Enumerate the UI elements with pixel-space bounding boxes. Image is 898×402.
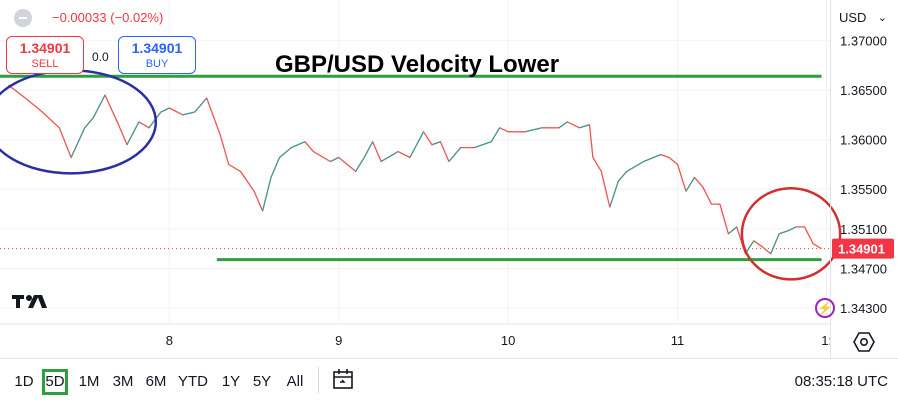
- y-tick-label: 1.36000: [840, 133, 887, 148]
- price-change: −0.00033 (−0.02%): [52, 10, 164, 25]
- series-point: [84, 117, 94, 129]
- x-tick-label: 10: [501, 333, 515, 348]
- series-point: [728, 226, 738, 235]
- series-point: [558, 121, 568, 129]
- range-button-all[interactable]: All: [286, 373, 304, 390]
- range-button-5y[interactable]: 5Y: [252, 373, 272, 390]
- spread-value: 0.0: [92, 50, 109, 64]
- series-point: [355, 157, 365, 172]
- series-point: [779, 230, 788, 235]
- series-point: [160, 107, 170, 113]
- tradingview-logo-icon: [12, 292, 48, 315]
- series-point: [92, 94, 106, 119]
- y-tick-label: 1.34700: [840, 262, 887, 277]
- buy-label: BUY: [145, 58, 169, 70]
- toolbar-divider: [318, 367, 319, 393]
- series-point: [194, 97, 208, 113]
- last-price-tag: [832, 238, 894, 259]
- x-tick-label: 8: [166, 333, 173, 348]
- series-point: [126, 121, 140, 145]
- last-price-label: 1.34901: [838, 242, 885, 257]
- y-tick-label: 1.34300: [840, 301, 887, 316]
- range-button-5d[interactable]: 5D: [42, 369, 68, 395]
- series-point: [643, 154, 661, 163]
- series-point: [490, 127, 501, 142]
- series-point: [524, 127, 543, 133]
- series-point: [626, 161, 644, 172]
- buy-price: 1.34901: [131, 40, 183, 56]
- series-point: [380, 151, 399, 162]
- y-tick-label: 1.35100: [840, 222, 887, 237]
- range-button-1m[interactable]: 1M: [78, 373, 100, 390]
- series-point: [770, 233, 780, 254]
- series-point: [609, 181, 619, 208]
- chart-title: GBP/USD Velocity Lower: [275, 51, 560, 78]
- series-point: [579, 124, 590, 129]
- gear-icon[interactable]: [852, 331, 878, 353]
- highlight-ellipse: [740, 187, 842, 281]
- range-button-1d[interactable]: 1D: [14, 373, 34, 390]
- series-point: [685, 177, 695, 192]
- range-button-3m[interactable]: 3M: [112, 373, 134, 390]
- sell-price: 1.34901: [19, 40, 71, 56]
- highlight-ellipse: [0, 69, 158, 175]
- series-point: [270, 157, 280, 178]
- sell-button[interactable]: 1.34901 SELL: [6, 36, 84, 74]
- range-button-6m[interactable]: 6M: [145, 373, 167, 390]
- series-point: [363, 141, 374, 158]
- bottom-toolbar: 1D 5D 1M 3M 6M YTD 1Y 5Y All 08:35:18 UTC: [0, 358, 898, 402]
- price-axis[interactable]: [830, 0, 898, 358]
- series-point: [617, 171, 628, 182]
- range-button-ytd[interactable]: YTD: [178, 373, 208, 390]
- utc-clock[interactable]: 08:35:18 UTC: [794, 373, 888, 390]
- series-point: [787, 226, 797, 232]
- series-point: [474, 141, 492, 149]
- series-point: [70, 127, 86, 158]
- chevron-down-icon: ⌄: [877, 12, 887, 24]
- x-tick-label: 1:: [821, 333, 832, 348]
- series-point: [279, 147, 292, 158]
- currency-select[interactable]: USD ⌄: [835, 6, 893, 30]
- collapse-icon[interactable]: [14, 9, 32, 27]
- sell-label: SELL: [31, 58, 59, 70]
- buy-button[interactable]: 1.34901 BUY: [118, 36, 196, 74]
- series-point: [262, 177, 272, 212]
- lightning-icon[interactable]: ⚡: [815, 298, 835, 318]
- series-point: [291, 141, 306, 149]
- price-chart[interactable]: 8 9 10 11 1: 1.37000 1.36500 1.36000 1.35500 1.35…: [0, 0, 898, 358]
- y-tick-label: 1.35500: [840, 182, 887, 197]
- series-point: [409, 131, 424, 158]
- series-point: [431, 141, 441, 146]
- range-button-1y[interactable]: 1Y: [221, 373, 241, 390]
- series-point: [330, 157, 340, 163]
- series-point: [448, 147, 462, 162]
- y-tick-label: 1.37000: [840, 34, 887, 49]
- calendar-range-icon[interactable]: [330, 367, 356, 393]
- series-point: [182, 111, 195, 116]
- x-tick-label: 9: [335, 333, 342, 348]
- currency-label: USD: [839, 10, 867, 25]
- x-tick-label: 11: [671, 333, 685, 348]
- y-tick-label: 1.36500: [840, 83, 887, 98]
